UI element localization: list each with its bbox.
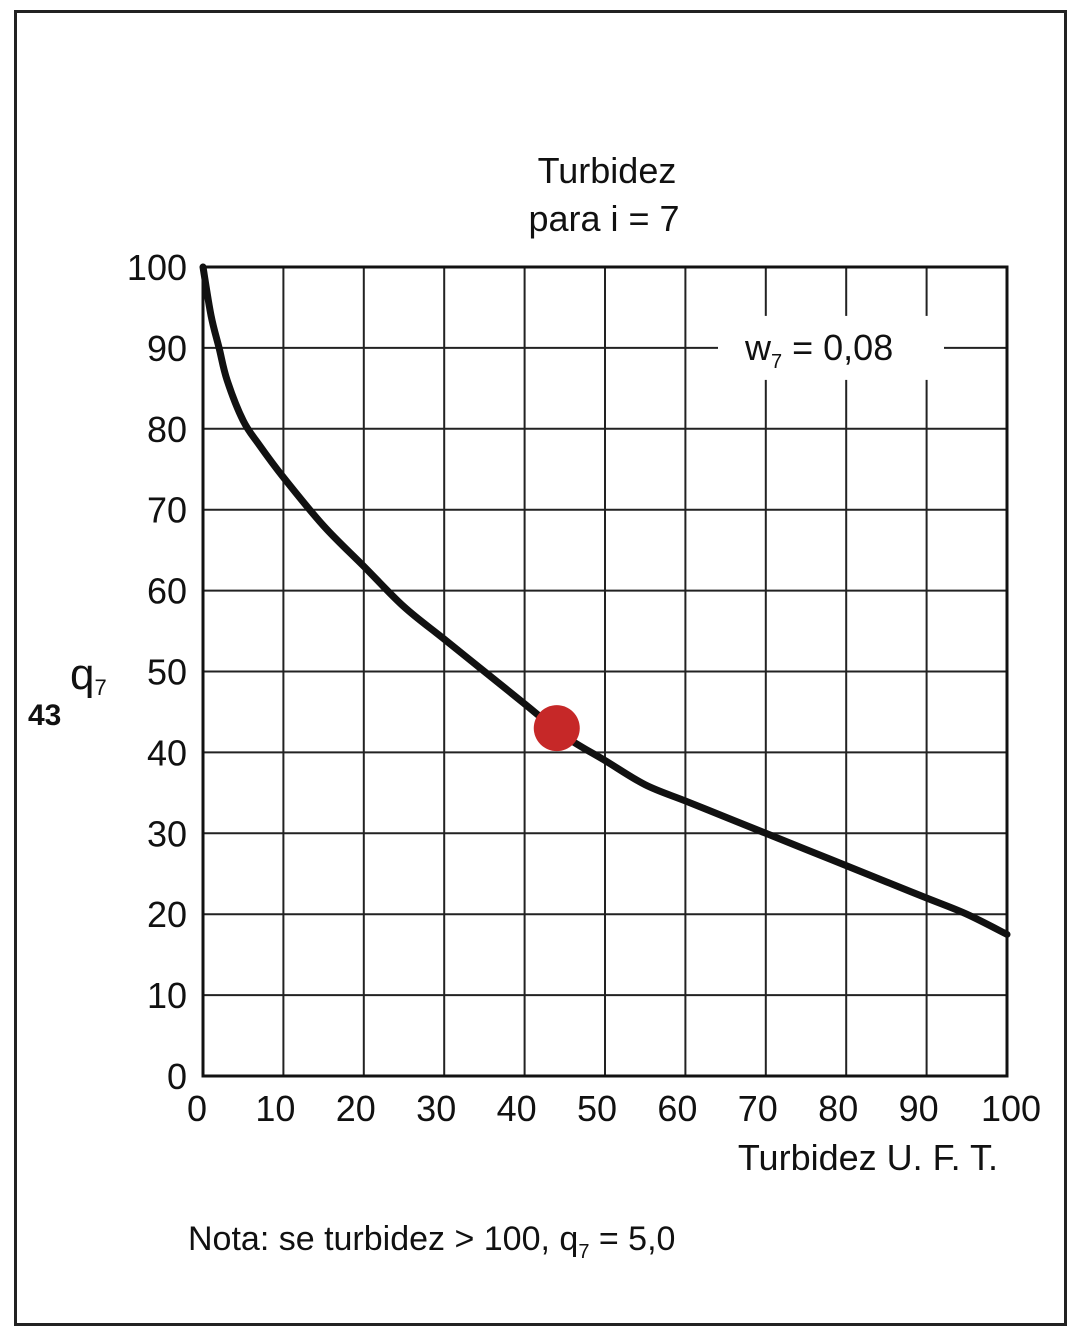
note-suffix: = 5,0 bbox=[589, 1220, 675, 1258]
x-axis-label: Turbidez U. F. T. bbox=[738, 1137, 998, 1178]
series-curve bbox=[199, 263, 1011, 938]
y-tick-label-4: 40 bbox=[147, 732, 187, 773]
x-tick-label-8: 80 bbox=[818, 1088, 858, 1129]
x-tick-labels: 0 10 20 30 40 50 60 70 80 90 100 bbox=[187, 1088, 1041, 1129]
annotation-background bbox=[718, 315, 944, 380]
annotation-main: w bbox=[744, 327, 772, 368]
x-tick-label-6: 60 bbox=[657, 1088, 697, 1129]
y-tick-labels: 0 10 20 30 40 50 60 70 80 90 100 bbox=[127, 247, 187, 1097]
y-axis-label: q7 bbox=[70, 650, 107, 700]
note-prefix: Nota: se turbidez > 100, q bbox=[188, 1220, 578, 1258]
x-tick-label-0: 0 bbox=[187, 1088, 207, 1129]
y-tick-label-10: 100 bbox=[127, 247, 187, 288]
y-axis-label-main: q bbox=[70, 650, 94, 699]
x-tick-label-1: 10 bbox=[255, 1088, 295, 1129]
x-tick-label-9: 90 bbox=[899, 1088, 939, 1129]
note: Nota: se turbidez > 100, q7 = 5,0 bbox=[188, 1220, 675, 1263]
plot-area-border bbox=[201, 265, 1009, 1078]
y-tick-label-3: 30 bbox=[147, 813, 187, 854]
x-tick-label-2: 20 bbox=[336, 1088, 376, 1129]
x-tick-label-10: 100 bbox=[981, 1088, 1041, 1129]
y-tick-label-8: 80 bbox=[147, 409, 187, 450]
y-tick-label-2: 20 bbox=[147, 894, 187, 935]
annotation-weight: w7 = 0,08 bbox=[744, 327, 893, 373]
x-tick-label-4: 40 bbox=[497, 1088, 537, 1129]
x-tick-label-5: 50 bbox=[577, 1088, 617, 1129]
y-tick-label-0: 0 bbox=[167, 1056, 187, 1097]
y-tick-label-6: 60 bbox=[147, 571, 187, 612]
annotation-value: = 0,08 bbox=[782, 327, 893, 368]
x-tick-label-7: 70 bbox=[738, 1088, 778, 1129]
highlight-value-label: 43 bbox=[28, 699, 61, 732]
y-tick-label-7: 70 bbox=[147, 490, 187, 531]
note-sub: 7 bbox=[578, 1241, 589, 1263]
annotation-box: w7 = 0,08 bbox=[718, 315, 944, 380]
highlight-marker bbox=[533, 705, 580, 752]
grid bbox=[202, 266, 1008, 1077]
y-tick-label-5: 50 bbox=[147, 652, 187, 693]
annotation-sub: 7 bbox=[771, 351, 782, 373]
chart-title-line2: para i = 7 bbox=[528, 198, 679, 239]
x-tick-label-3: 30 bbox=[416, 1088, 456, 1129]
y-axis-label-sub: 7 bbox=[94, 675, 106, 700]
y-tick-label-9: 90 bbox=[147, 328, 187, 369]
y-tick-label-1: 10 bbox=[147, 975, 187, 1016]
chart-title-line1: Turbidez bbox=[538, 150, 677, 191]
chart-frame bbox=[14, 10, 1067, 1326]
